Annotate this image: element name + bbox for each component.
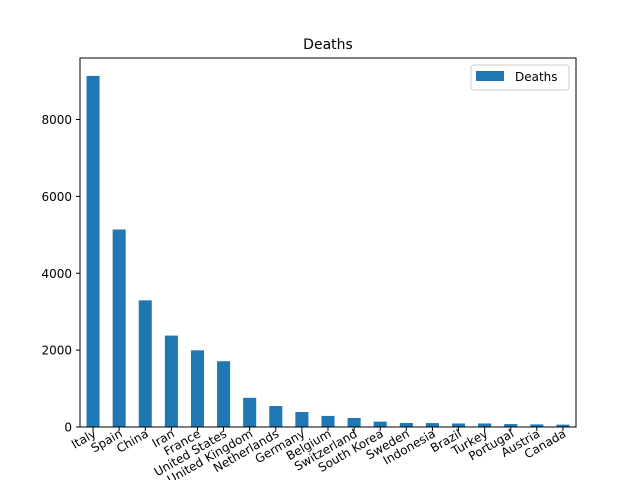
y-tick-label: 2000 <box>41 344 72 358</box>
y-tick-label: 0 <box>64 421 72 435</box>
legend: Deaths <box>470 64 570 91</box>
y-axis: 0 2000 4000 6000 8000 <box>41 113 80 435</box>
bars-group <box>86 75 570 428</box>
bar-sweden <box>399 422 413 427</box>
bar-brazil <box>452 423 466 427</box>
bar-germany <box>295 412 309 427</box>
bar-spain <box>112 229 126 427</box>
bar-portugal <box>504 424 518 427</box>
bar-netherlands <box>269 406 283 427</box>
bar-iran <box>164 335 178 427</box>
legend-label: Deaths <box>515 70 558 84</box>
bar-indonesia <box>425 423 439 427</box>
bar-south-korea <box>373 421 387 427</box>
bar-france <box>190 350 204 427</box>
legend-swatch <box>476 71 504 81</box>
plot-frame <box>79 57 577 428</box>
bar-united-states <box>217 361 231 427</box>
bar-china <box>138 300 152 427</box>
bar-belgium <box>321 415 335 427</box>
bar-austria <box>530 424 544 427</box>
bar-united-kingdom <box>243 397 257 427</box>
bar-turkey <box>478 423 492 427</box>
y-tick-label: 8000 <box>41 113 72 127</box>
chart-title: Deaths <box>303 37 353 53</box>
bar-switzerland <box>347 417 361 427</box>
bar-italy <box>86 75 100 428</box>
y-tick-label: 4000 <box>41 267 72 281</box>
bar-canada <box>556 424 570 427</box>
y-tick-label: 6000 <box>41 190 72 204</box>
